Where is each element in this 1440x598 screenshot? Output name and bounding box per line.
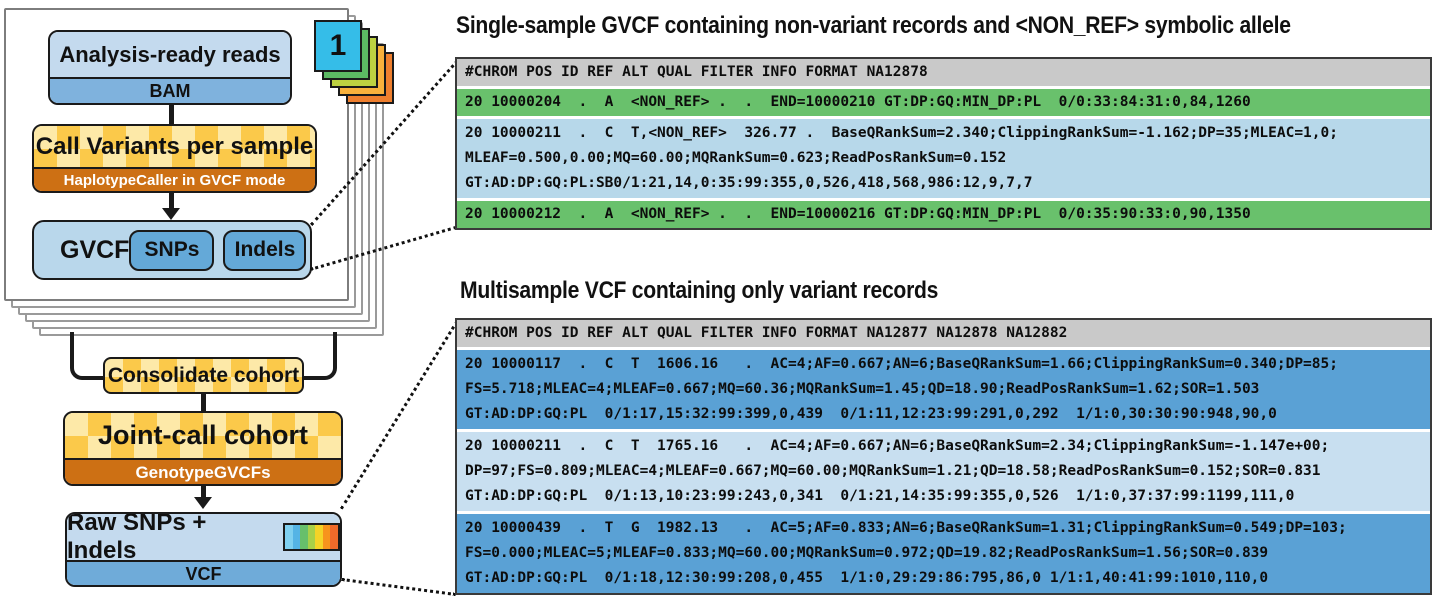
snps-chip: SNPs — [129, 229, 215, 271]
vcf-panel-title: Multisample VCF containing only variant … — [460, 277, 939, 304]
sample-number: 1 — [329, 29, 347, 62]
flow-connector — [201, 486, 206, 499]
gvcf-nonvariant-row: 20 10000212 . A <NON_REF> . . END=100002… — [457, 201, 1430, 228]
gvcf-node: GVCF SNPs Indels — [32, 220, 312, 280]
bam-format-label: BAM — [50, 77, 290, 103]
call-variants-label: Call Variants per sample — [34, 126, 315, 167]
merge-bracket-left — [70, 332, 107, 380]
flow-connector — [169, 105, 174, 124]
callout-line-vcf-top — [340, 319, 459, 510]
gvcf-table-header: #CHROM POS ID REF ALT QUAL FILTER INFO F… — [457, 59, 1430, 86]
consolidate-cohort-label: Consolidate cohort — [107, 363, 300, 387]
vcf-variant-row: 20 10000439 . T G 1982.13 . AC=5;AF=0.83… — [457, 514, 1430, 593]
vcf-variant-row: 20 10000117 . C T 1606.16 . AC=4;AF=0.66… — [457, 350, 1430, 429]
rainbow-variants-icon — [283, 523, 340, 551]
joint-call-cohort-label: Joint-call cohort — [65, 413, 341, 458]
raw-snps-indels-label: Raw SNPs + Indels — [67, 512, 207, 564]
gvcf-label: GVCF — [60, 235, 130, 264]
flow-connector — [169, 193, 174, 210]
arrow-down-icon — [162, 208, 180, 220]
vcf-format-label: VCF — [67, 560, 340, 585]
gvcf-panel-title: Single-sample GVCF containing non-varian… — [456, 12, 1291, 39]
joint-call-cohort-node: Joint-call cohort GenotypeGVCFs — [63, 411, 343, 486]
vcf-variant-row: 20 10000211 . C T 1765.16 . AC=4;AF=0.66… — [457, 432, 1430, 511]
analysis-ready-reads-node: Analysis-ready reads BAM — [48, 30, 292, 105]
gvcf-variant-row: 20 10000211 . C T,<NON_REF> 326.77 . Bas… — [457, 119, 1430, 198]
merge-bracket-right — [304, 332, 337, 380]
gvcf-nonvariant-row: 20 10000204 . A <NON_REF> . . END=100002… — [457, 89, 1430, 116]
arrow-down-icon — [194, 497, 212, 509]
call-variants-node: Call Variants per sample HaplotypeCaller… — [32, 124, 317, 193]
raw-snps-indels-node: Raw SNPs + Indels VCF — [65, 512, 342, 587]
genotypegvcfs-tool-label: GenotypeGVCFs — [65, 458, 341, 484]
gvcf-records-table: #CHROM POS ID REF ALT QUAL FILTER INFO F… — [455, 57, 1432, 230]
callout-line-vcf-bottom — [341, 578, 457, 596]
sample-tab-1: 1 — [314, 20, 362, 72]
haplotypecaller-tool-label: HaplotypeCaller in GVCF mode — [34, 167, 315, 191]
consolidate-cohort-node: Consolidate cohort — [103, 357, 304, 394]
vcf-records-table: #CHROM POS ID REF ALT QUAL FILTER INFO F… — [455, 318, 1432, 595]
analysis-ready-reads-label: Analysis-ready reads — [50, 32, 290, 77]
flow-connector — [201, 394, 206, 411]
indels-chip: Indels — [223, 229, 307, 271]
sample-workflow-card: Analysis-ready reads BAM Call Variants p… — [4, 8, 349, 301]
vcf-table-header: #CHROM POS ID REF ALT QUAL FILTER INFO F… — [457, 320, 1430, 347]
